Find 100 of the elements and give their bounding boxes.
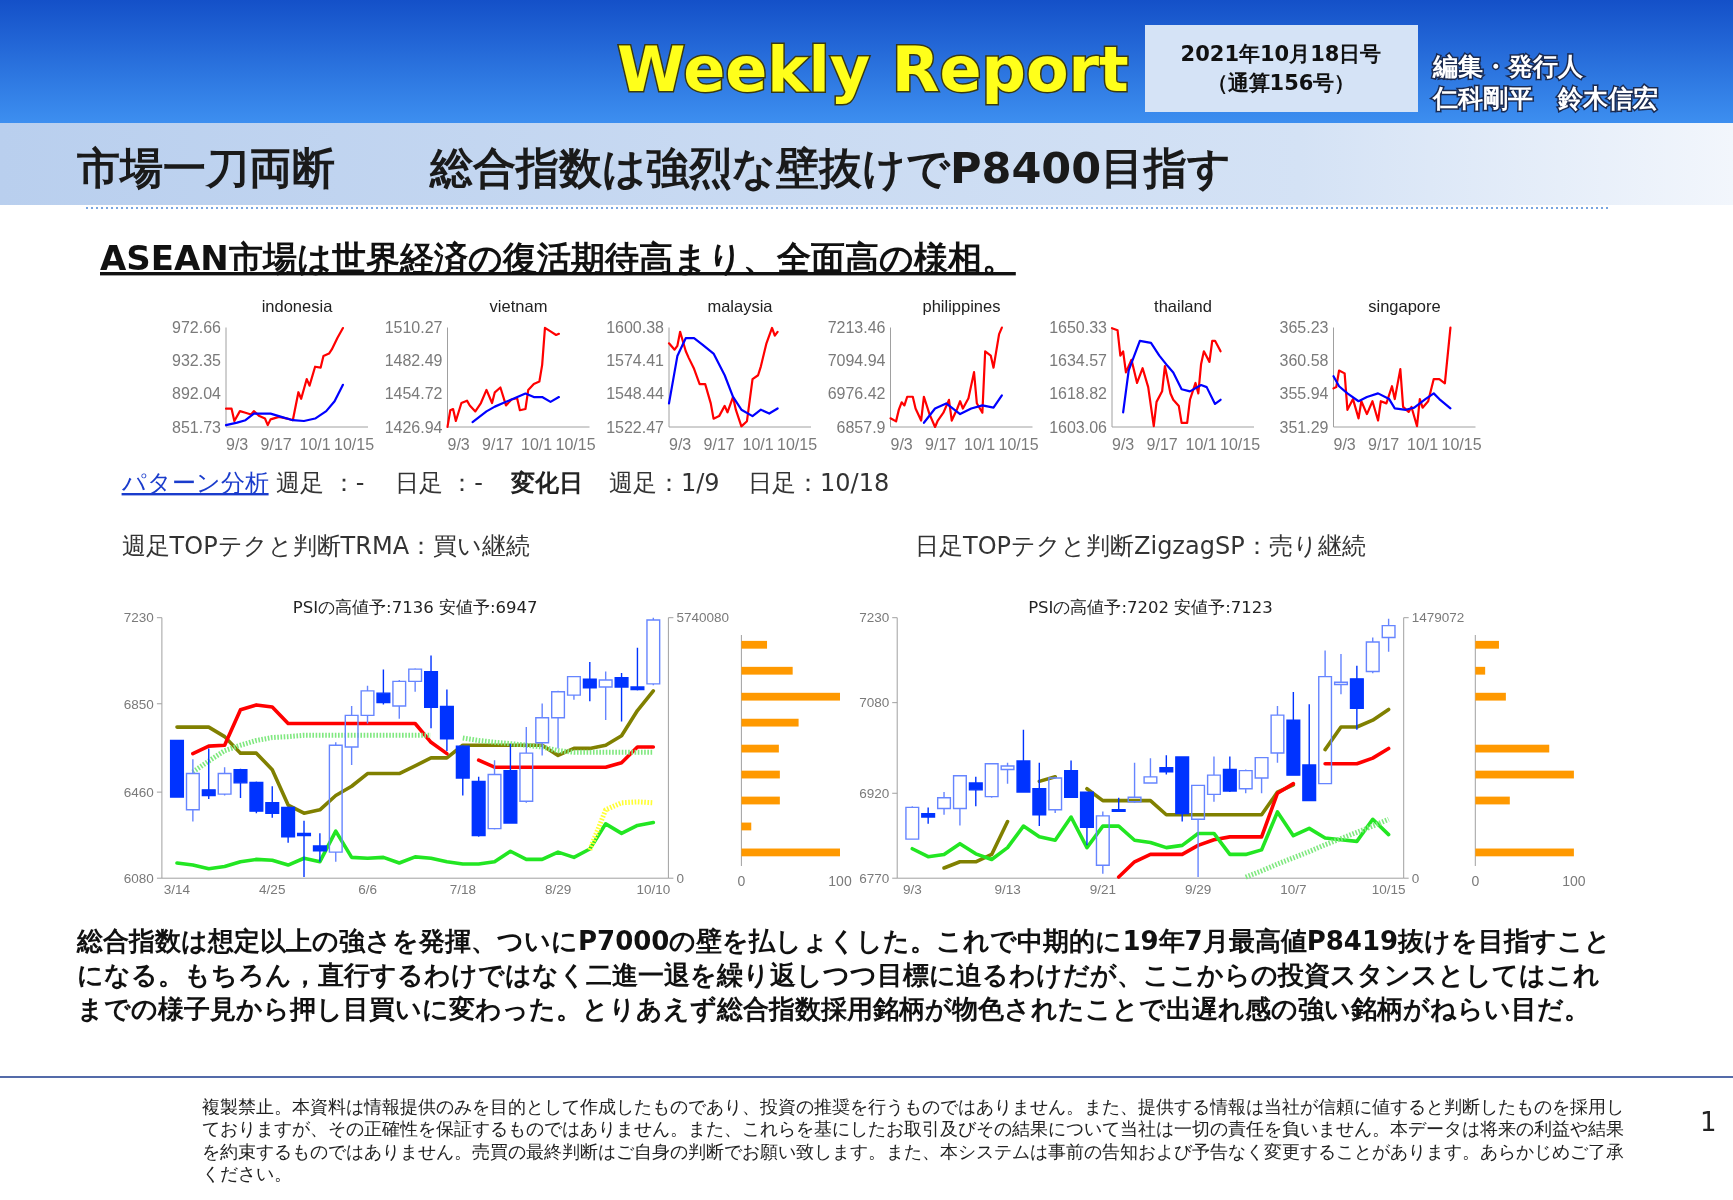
bar [741, 692, 840, 701]
candlestick [1238, 768, 1253, 794]
candlestick [392, 679, 407, 720]
x-tick-label: 9/17 [1368, 436, 1400, 453]
candlestick [1270, 705, 1285, 764]
bar [741, 848, 840, 857]
candlestick [471, 776, 486, 838]
y-tick-label: 1574.41 [606, 352, 665, 370]
x-tick-label: 9/29 [1184, 881, 1212, 897]
y-tick-label: 1482.49 [384, 352, 443, 370]
candlestick [1365, 636, 1380, 674]
x-tick-label: 9/3 [1333, 436, 1356, 453]
bar [1475, 744, 1550, 753]
text: 市場一刀両断 [76, 143, 335, 193]
y-tick-label: 851.73 [172, 418, 222, 436]
text: 編集・発行人 [1432, 52, 1584, 81]
text: 日足 ：- [394, 469, 483, 497]
y-tick-label: 1510.27 [384, 319, 443, 337]
y-tick-label: 1454.72 [384, 385, 443, 403]
candlestick [487, 759, 502, 831]
bar [741, 822, 752, 831]
candlestick [1016, 729, 1031, 793]
y-tick-label: 1603.06 [1049, 418, 1108, 436]
chart-title: malaysia [707, 297, 774, 315]
x-tick-label: 9/13 [994, 881, 1021, 897]
x-tick-label: 9/3 [902, 881, 922, 897]
bar [741, 744, 779, 753]
y-tick-label: 355.94 [1279, 385, 1329, 403]
text: （通算156号） [1206, 71, 1356, 95]
bar [1475, 640, 1499, 649]
x-tick-label: 9/17 [1146, 436, 1178, 453]
x-tick-label: 9/3 [447, 436, 470, 453]
text: パターン分析 [120, 469, 269, 497]
y-tick-label: 1618.82 [1049, 385, 1108, 403]
y-tick-label: 6460 [123, 784, 154, 800]
chart-title: 週足TOPテクと判断TRMA：買い継続 [121, 531, 531, 560]
y-tick-label: 360.58 [1279, 352, 1329, 370]
candlestick [169, 739, 185, 798]
x-tick-label: 10/15 [555, 436, 596, 453]
x-tick-label: 10/7 [1280, 881, 1307, 897]
chart-title: philippines [922, 297, 1001, 315]
x-tick-label: 0 [1471, 872, 1480, 889]
line-series [922, 394, 1003, 424]
x-tick-label: 100 [1562, 872, 1586, 889]
x-tick-label: 10/15 [777, 436, 818, 453]
y2-tick-label: 5740080 [676, 610, 729, 626]
candlestick [423, 654, 439, 729]
x-tick-label: 10/15 [1371, 881, 1406, 897]
x-tick-label: 10/15 [998, 436, 1039, 453]
candlestick [1318, 649, 1333, 785]
bar [1475, 692, 1506, 701]
y-tick-label: 892.04 [172, 385, 222, 403]
candlestick [551, 690, 566, 750]
text: 総合指数は強烈な壁抜けでP8400目指す [429, 143, 1232, 193]
y-tick-label: 6920 [859, 785, 890, 801]
line-series [471, 392, 560, 424]
y2-tick-label: 1479072 [1411, 610, 1465, 626]
y-tick-label: 1650.33 [1049, 319, 1108, 337]
x-tick-label: 9/3 [669, 436, 692, 453]
x-tick-label: 3/14 [163, 881, 191, 897]
chart-title: vietnam [489, 297, 548, 315]
y-tick-label: 6976.42 [827, 385, 886, 403]
candlestick [1032, 761, 1047, 827]
candlestick [312, 832, 327, 863]
y-tick-label: 7080 [859, 695, 890, 711]
x-tick-label: 10/1 [521, 436, 553, 453]
y-tick-label: 932.35 [172, 352, 222, 370]
text: 1 [1700, 1107, 1717, 1137]
candlestick [265, 785, 280, 819]
candlestick [296, 819, 312, 878]
candlestick [1159, 754, 1174, 776]
x-tick-label: 9/17 [703, 436, 735, 453]
bar [1475, 666, 1486, 675]
bar [1475, 848, 1574, 857]
x-tick-label: 100 [828, 872, 852, 889]
y-tick-label: 7230 [859, 610, 890, 626]
y-tick-label: 972.66 [172, 319, 222, 337]
candlestick [281, 805, 296, 844]
candlestick [217, 766, 232, 797]
y-tick-label: 6080 [123, 870, 154, 886]
candlestick [905, 805, 920, 840]
candlestick [968, 776, 983, 807]
candlestick [582, 661, 597, 702]
candlestick [598, 670, 613, 721]
x-tick-label: 0 [737, 872, 746, 889]
candlestick [1064, 759, 1079, 799]
chart-title: indonesia [261, 297, 334, 315]
line-series [175, 820, 656, 871]
x-tick-label: 10/15 [334, 436, 375, 453]
candlestick [408, 667, 423, 693]
x-tick-label: 8/29 [544, 881, 572, 897]
text: 仁科剛平 鈴木信宏 [1432, 84, 1658, 113]
y-tick-label: 1548.44 [606, 385, 665, 403]
y-tick-label: 351.29 [1279, 418, 1329, 436]
candlestick [1333, 653, 1349, 695]
x-tick-label: 10/1 [742, 436, 774, 453]
candlestick [1079, 791, 1094, 847]
y-tick-label: 6857.9 [836, 418, 886, 436]
y-tick-label: 6770 [859, 870, 890, 886]
candlestick [936, 791, 952, 816]
